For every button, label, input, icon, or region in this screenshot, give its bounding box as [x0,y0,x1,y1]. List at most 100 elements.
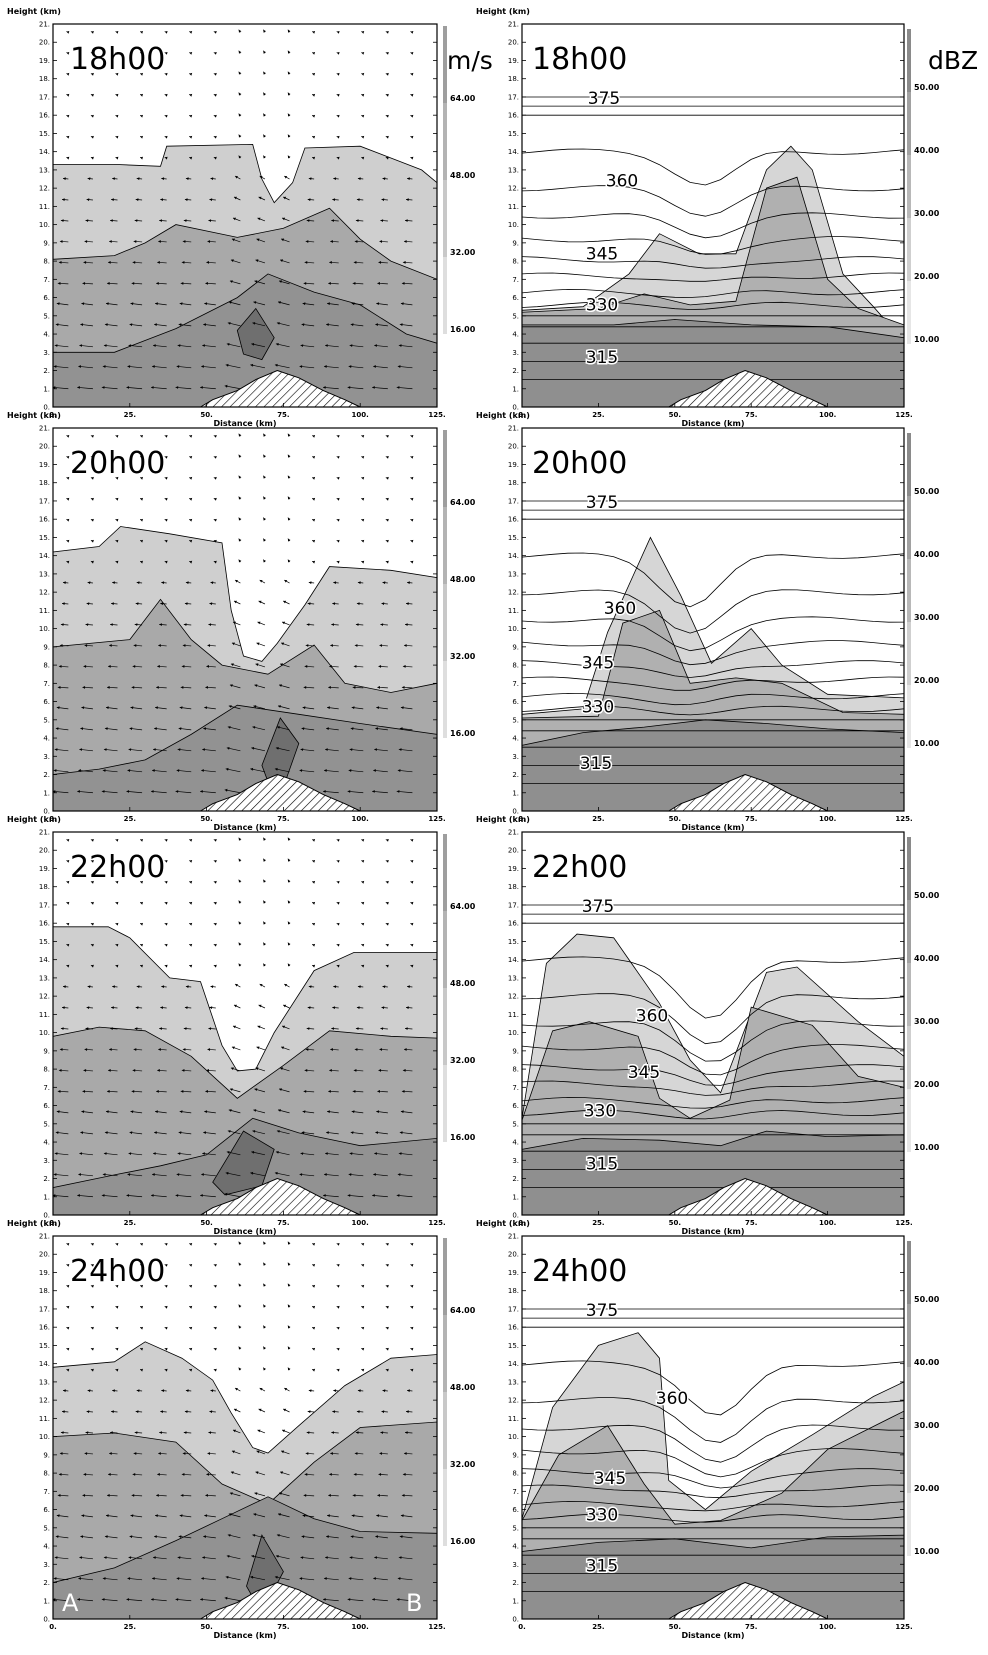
x-tick-label: 75. [745,1219,757,1227]
wind-vector-head [228,1513,232,1516]
wind-vector-head [110,1027,113,1030]
wind-vector-head [287,1262,291,1266]
wind-vector-head [175,386,179,389]
wind-vector-head [161,177,165,181]
y-tick-label: 10. [39,1029,50,1037]
wind-vector-head [135,198,139,202]
y-tick-label: 14. [39,552,50,560]
wind-vector-head [109,240,112,243]
wind-vector-head [205,686,208,689]
wind-vector-head [202,748,205,751]
wind-vector-head [104,1535,108,1539]
wind-vector-head [238,1283,242,1287]
wind-vector-head [300,1556,304,1559]
colorbar-label: 10.00 [914,739,940,748]
wind-vector-head [396,1194,400,1197]
wind-vector-head [301,1131,305,1135]
y-axis-title: Height (km) [476,815,530,824]
wind-vector-head [81,1514,85,1518]
wind-vector-head [400,302,404,306]
wind-vector-head [287,1346,291,1350]
wind-vector-head [110,219,113,222]
wind-vector-head [128,344,132,347]
wind-vector-head [263,134,266,138]
wind-vector-head [79,1556,83,1559]
terrain [198,369,361,408]
wind-vector-head [153,1556,156,1559]
wind-vector-head [404,1048,407,1051]
wind-vector-head [135,602,139,606]
wind-vector-head [312,93,316,97]
wind-vector-head [234,600,237,604]
wind-vector-head [115,135,119,139]
wind-vector-head [336,1368,340,1372]
wind-vector-head [189,922,193,926]
wind-vector-head [355,1027,359,1030]
wind-vector-head [283,196,287,200]
wind-vector-head [129,1131,133,1135]
colorbar-segment [907,1493,911,1556]
wind-vector-head [251,1555,255,1558]
wind-vector-head [406,1410,409,1414]
y-tick-label: 1. [512,1597,519,1605]
wind-vector-head [66,456,70,459]
wind-vector-head [213,135,217,139]
wind-vector-head [111,1006,114,1010]
y-tick-label: 4. [512,1543,519,1551]
wind-vector-head [238,475,242,479]
y-tick-label: 7. [43,276,50,284]
y-tick-label: 16. [39,1324,50,1332]
wind-vector-head [63,985,66,989]
x-tick-label: 0. [49,1623,57,1631]
refl-unit-label: dBZ [928,46,978,75]
wind-vector-head [135,1410,139,1414]
colorbar-label: 10.00 [914,1547,940,1556]
x-tick-label: 50. [200,1219,212,1227]
wind-vector-head [213,1368,217,1372]
wind-vector-head [213,52,217,55]
wind-vector-head [182,1452,186,1455]
wind-vector-head [263,1283,266,1287]
wind-vector-head [175,1598,179,1601]
wind-vector-head [164,135,168,139]
wind-vector-head [399,323,403,327]
wind-vector-head [336,156,340,160]
theta-isoline [521,301,905,310]
wind-vector-head [336,93,340,97]
wind-vector-head [356,602,360,606]
time-label: 22h00 [70,850,165,885]
wind-vector-head [83,1069,87,1072]
wind-vector-head [53,365,57,368]
y-tick-label: 13. [508,974,519,982]
wind-vector-head [104,1131,108,1135]
y-tick-label: 21. [508,829,519,837]
wind-vector-head [52,1598,56,1601]
colorbar-segment [443,661,447,738]
wind-vector-head [164,114,168,118]
y-tick-label: 13. [508,570,519,578]
y-axis-title: Height (km) [476,7,530,16]
wind-vector-head [200,1598,203,1601]
wind-vector-head [81,1110,85,1114]
wind-vector-head [404,1452,407,1455]
y-tick-label: 2. [43,771,50,779]
theta-label: 315 [586,348,618,368]
wind-vector-head [281,642,285,646]
wind-vector-head [307,198,311,202]
wind-vector-head [204,706,208,710]
wind-vector-head [80,727,84,731]
wind-vector-head [349,1556,353,1559]
wind-vector-head [287,1304,291,1308]
y-tick-label: 12. [39,589,50,597]
wind-vector-head [152,1577,155,1580]
wind-vector-head [104,727,108,731]
y-tick-label: 1. [43,1193,50,1201]
wind-vector-head [78,365,81,368]
wind-vector-head [410,922,414,926]
wind-vector-head [238,1241,242,1245]
wind-vector-head [140,539,143,543]
wind-vector-head [184,1410,188,1414]
wind-vector-head [263,29,266,33]
wind-vector-head [328,686,331,689]
wind-vector-head [333,985,337,989]
